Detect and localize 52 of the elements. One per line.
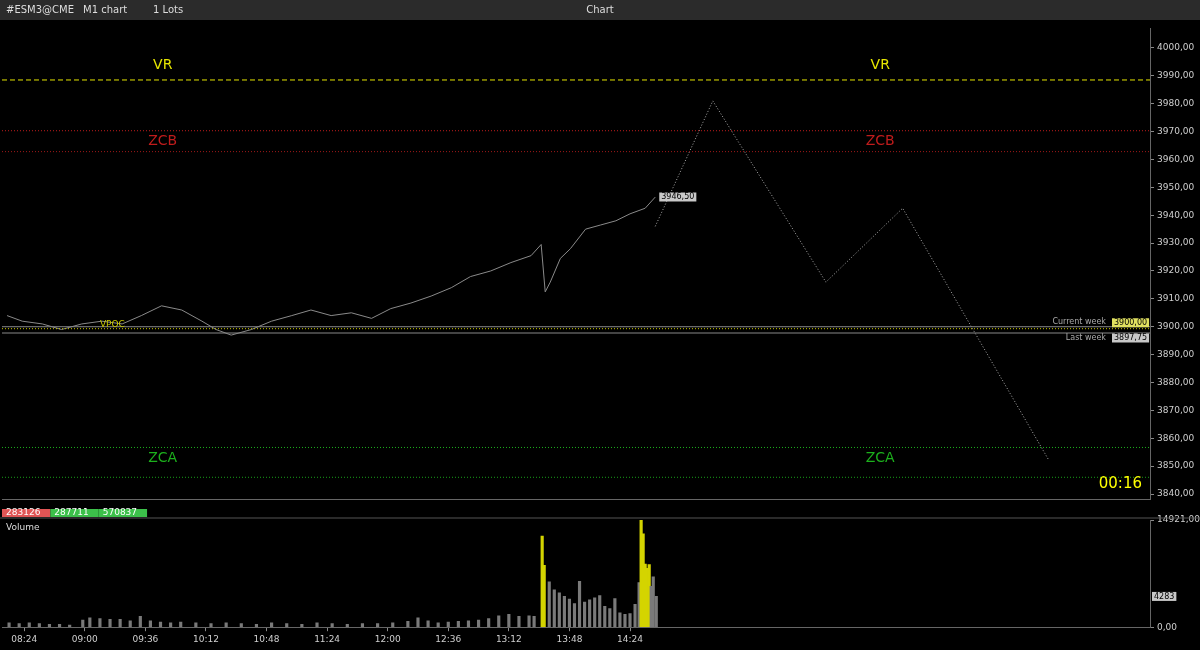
- y-tick-label: 3890,00: [1157, 348, 1195, 359]
- text: ZCB: [865, 132, 895, 149]
- chart-title: Chart: [586, 4, 614, 15]
- text: 1 Lots: [153, 4, 184, 15]
- y-tick-label: 3840,00: [1157, 488, 1195, 499]
- x-tick-label: 12:36: [435, 633, 462, 644]
- y-tick-label: 3850,00: [1157, 460, 1195, 471]
- y-tick-label: 3860,00: [1157, 432, 1195, 443]
- ref-line-label: Last week: [1065, 333, 1107, 343]
- text: 4283: [1154, 591, 1175, 601]
- ref-line-label: ZCA: [148, 449, 178, 466]
- x-tick-label: 09:00: [71, 633, 99, 644]
- text: M1 chart: [83, 4, 128, 15]
- y-tick-label: 3960,00: [1157, 153, 1195, 164]
- y-tick-label: 3880,00: [1157, 376, 1195, 387]
- y-tick-label: 3870,00: [1157, 404, 1195, 415]
- chart-title: Volume: [6, 522, 40, 533]
- y-tick-label: 3970,00: [1157, 125, 1195, 136]
- x-tick-label: 10:12: [192, 633, 219, 644]
- y-tick-label: 3930,00: [1157, 237, 1195, 248]
- annotation: 00:16: [1098, 473, 1142, 492]
- x-tick-label: 13:12: [495, 633, 522, 644]
- y-tick-label: 3950,00: [1157, 181, 1195, 192]
- y-tick-label: 3910,00: [1157, 293, 1195, 304]
- annotation: 3900,00: [1114, 317, 1148, 327]
- y-tick-label: 3900,00: [1157, 321, 1195, 332]
- ref-line-label: Current week: [1052, 316, 1107, 326]
- text: VR: [870, 55, 890, 72]
- x-tick-label: 09:36: [132, 633, 159, 644]
- y-tick-label: 0,00: [1157, 621, 1178, 632]
- annotation: 3897,75: [1114, 333, 1148, 343]
- annotation: VPOC: [99, 318, 125, 329]
- text: #ESM3@CME: [6, 4, 74, 15]
- x-tick-label: 14:24: [617, 633, 644, 644]
- y-tick-label: 14921,00: [1157, 514, 1200, 525]
- text: 570837: [102, 507, 138, 518]
- ref-line-label: ZCB: [148, 132, 178, 149]
- x-tick-label: 13:48: [556, 633, 583, 644]
- x-tick-label: 12:00: [374, 633, 401, 644]
- x-tick-label: 10:48: [253, 633, 280, 644]
- y-tick-label: 3980,00: [1157, 98, 1195, 109]
- y-tick-label: 3920,00: [1157, 265, 1195, 276]
- y-tick-label: 3940,00: [1157, 209, 1195, 220]
- y-tick-label: 3990,00: [1157, 70, 1195, 81]
- x-tick-label: 08:24: [11, 633, 38, 644]
- x-tick-label: 11:24: [314, 633, 341, 644]
- y-tick-label: 4000,00: [1157, 42, 1195, 53]
- data-label: 3946,50: [661, 192, 695, 202]
- text: ZCA: [865, 449, 895, 466]
- ref-line-label: VR: [153, 55, 173, 72]
- text: 287711: [54, 507, 89, 518]
- text: 283126: [6, 507, 41, 518]
